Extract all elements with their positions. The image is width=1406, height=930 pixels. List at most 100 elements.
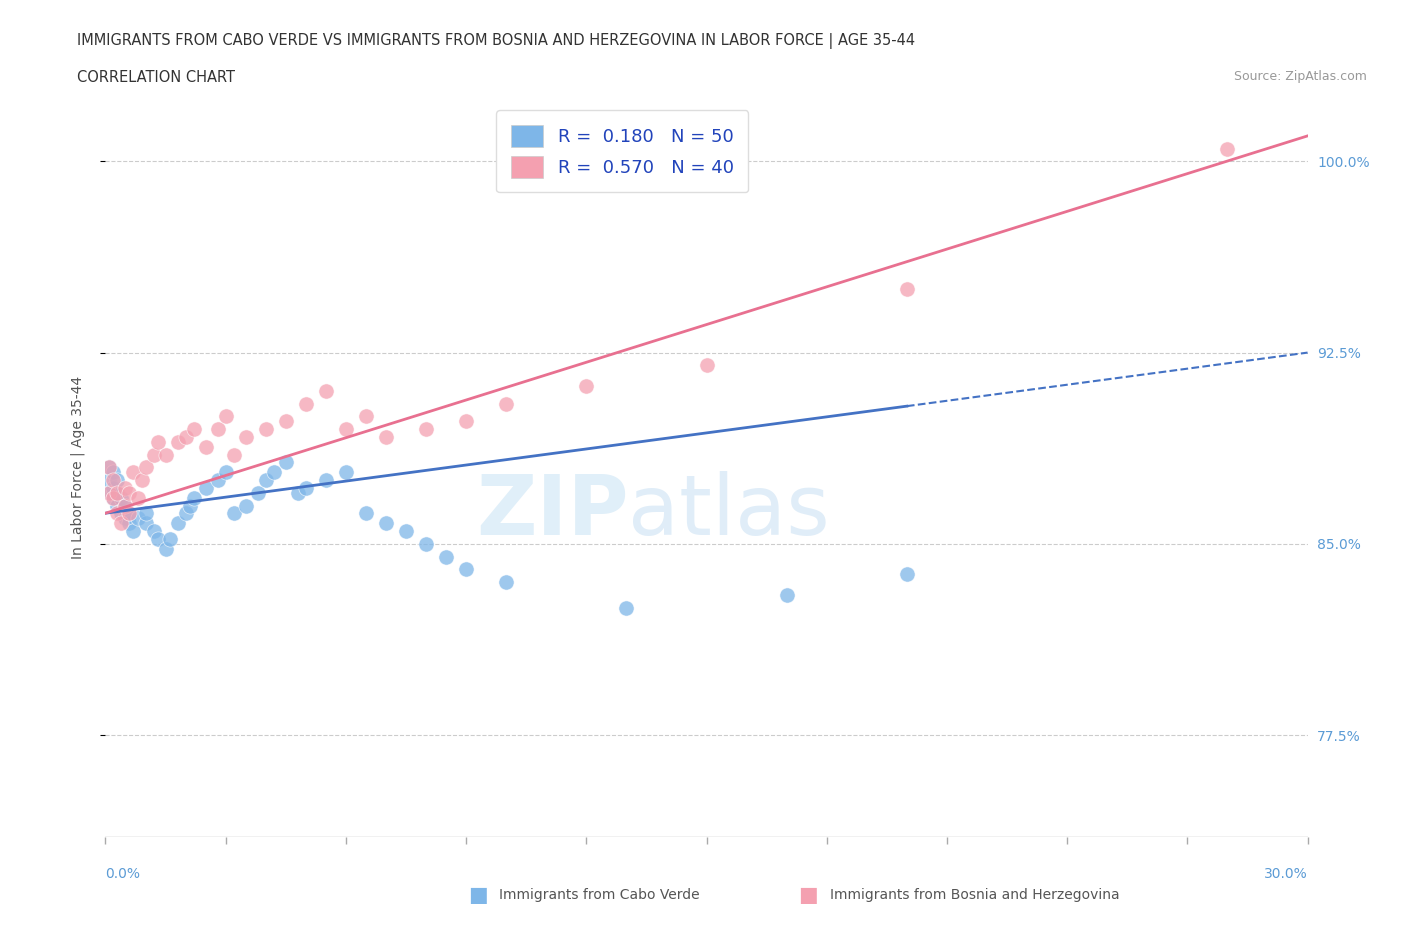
- Point: [107, 472, 129, 487]
- Point: [274, 455, 297, 470]
- Point: [374, 430, 398, 445]
- Point: [207, 472, 229, 487]
- Point: [114, 511, 136, 525]
- Text: Immigrants from Cabo Verde: Immigrants from Cabo Verde: [499, 887, 700, 902]
- Point: [135, 516, 157, 531]
- Text: ■: ■: [468, 884, 488, 905]
- Point: [122, 524, 145, 538]
- Point: [110, 516, 132, 531]
- Point: [214, 465, 236, 480]
- Point: [118, 485, 141, 500]
- Point: [194, 440, 217, 455]
- Point: [235, 498, 257, 513]
- Point: [114, 480, 136, 495]
- Point: [98, 485, 121, 500]
- Point: [98, 459, 121, 474]
- Point: [146, 434, 169, 449]
- Point: [214, 409, 236, 424]
- Point: [335, 421, 357, 436]
- Text: atlas: atlas: [628, 472, 830, 552]
- Point: [110, 506, 132, 521]
- Point: [495, 575, 517, 590]
- Point: [103, 490, 125, 505]
- Point: [315, 383, 337, 398]
- Point: [575, 379, 598, 393]
- Point: [246, 485, 269, 500]
- Text: 0.0%: 0.0%: [105, 867, 141, 881]
- Point: [122, 465, 145, 480]
- Point: [159, 531, 181, 546]
- Point: [395, 524, 418, 538]
- Point: [696, 358, 718, 373]
- Point: [263, 465, 285, 480]
- Point: [183, 490, 205, 505]
- Point: [135, 506, 157, 521]
- Point: [107, 506, 129, 521]
- Point: [127, 511, 149, 525]
- Point: [896, 567, 918, 582]
- Point: [118, 506, 141, 521]
- Point: [222, 447, 245, 462]
- Point: [1216, 141, 1239, 156]
- Point: [103, 490, 125, 505]
- Point: [103, 465, 125, 480]
- Point: [315, 472, 337, 487]
- Point: [131, 472, 153, 487]
- Point: [103, 480, 125, 495]
- Point: [118, 516, 141, 531]
- Point: [335, 465, 357, 480]
- Point: [776, 588, 799, 603]
- Point: [183, 421, 205, 436]
- Point: [415, 421, 437, 436]
- Point: [287, 485, 309, 500]
- Point: [107, 485, 129, 500]
- Y-axis label: In Labor Force | Age 35-44: In Labor Force | Age 35-44: [70, 376, 84, 559]
- Point: [146, 531, 169, 546]
- Text: 30.0%: 30.0%: [1264, 867, 1308, 881]
- Point: [254, 421, 277, 436]
- Point: [354, 409, 377, 424]
- Point: [235, 430, 257, 445]
- Point: [110, 490, 132, 505]
- Point: [295, 480, 318, 495]
- Point: [174, 430, 197, 445]
- Point: [103, 472, 125, 487]
- Point: [222, 506, 245, 521]
- Point: [118, 506, 141, 521]
- Point: [179, 498, 201, 513]
- Text: Immigrants from Bosnia and Herzegovina: Immigrants from Bosnia and Herzegovina: [830, 887, 1119, 902]
- Point: [166, 516, 188, 531]
- Text: IMMIGRANTS FROM CABO VERDE VS IMMIGRANTS FROM BOSNIA AND HERZEGOVINA IN LABOR FO: IMMIGRANTS FROM CABO VERDE VS IMMIGRANTS…: [77, 33, 915, 48]
- Point: [166, 434, 188, 449]
- Point: [127, 490, 149, 505]
- Point: [374, 516, 398, 531]
- Point: [142, 447, 165, 462]
- Point: [155, 447, 177, 462]
- Point: [107, 498, 129, 513]
- Point: [98, 459, 121, 474]
- Point: [295, 396, 318, 411]
- Point: [454, 414, 477, 429]
- Point: [254, 472, 277, 487]
- Point: [434, 549, 457, 564]
- Point: [495, 396, 517, 411]
- Point: [415, 537, 437, 551]
- Point: [107, 485, 129, 500]
- Point: [98, 485, 121, 500]
- Point: [274, 414, 297, 429]
- Text: ZIP: ZIP: [475, 472, 628, 552]
- Text: ■: ■: [799, 884, 818, 905]
- Point: [896, 282, 918, 297]
- Point: [454, 562, 477, 577]
- Text: Source: ZipAtlas.com: Source: ZipAtlas.com: [1233, 70, 1367, 83]
- Point: [135, 459, 157, 474]
- Point: [174, 506, 197, 521]
- Point: [194, 480, 217, 495]
- Point: [616, 600, 638, 615]
- Point: [207, 421, 229, 436]
- Text: CORRELATION CHART: CORRELATION CHART: [77, 70, 235, 85]
- Point: [98, 472, 121, 487]
- Point: [114, 498, 136, 513]
- Point: [142, 524, 165, 538]
- Point: [114, 498, 136, 513]
